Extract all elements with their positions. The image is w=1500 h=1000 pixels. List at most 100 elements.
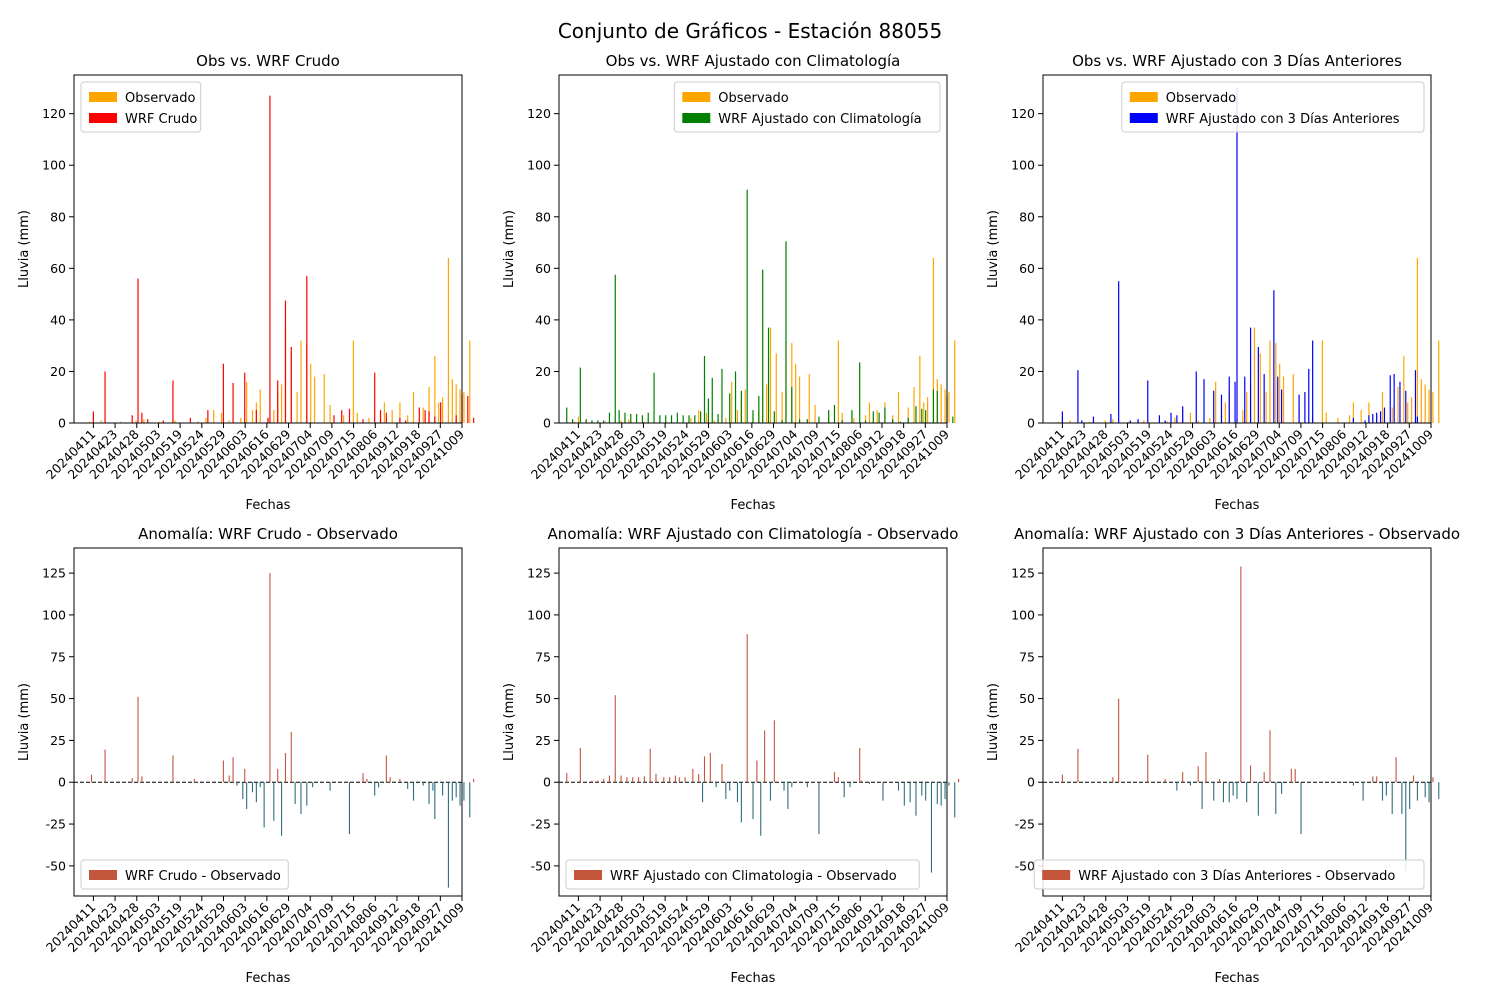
bar [1321,340,1323,423]
bar [1077,370,1079,423]
bar [1432,392,1434,423]
bar [655,773,657,783]
bar [1197,766,1199,783]
bar [1057,421,1060,423]
bar [1092,416,1095,423]
bar [806,782,808,788]
bar [1246,392,1248,423]
bar [927,397,929,423]
legend-box [1121,81,1425,133]
bar [717,413,719,423]
legend-box [565,859,920,890]
bar [798,376,801,423]
bar [1416,258,1419,423]
bar [954,340,956,423]
bar [828,410,830,423]
bar [923,402,925,423]
bar [240,417,242,423]
bar [1127,421,1129,423]
legend-label: WRF Crudo - Observado [125,869,281,884]
bar [172,380,174,423]
bar [690,417,692,423]
bar [141,412,143,423]
bar [1409,782,1411,809]
bar [760,782,762,836]
bar [296,392,298,423]
bar [694,415,696,423]
legend-box [80,859,289,890]
bar [764,730,766,783]
bar [1432,777,1434,783]
bar [670,415,673,423]
bar [1405,390,1407,423]
bar [1257,346,1259,423]
bar [207,410,209,423]
bar [306,782,308,806]
legend-label: WRF Ajustado con Climatología [718,112,921,127]
y-tick-label: 125 [527,566,551,581]
legend-swatch [89,870,117,880]
bar [1215,381,1217,423]
bar [92,411,94,423]
bar [1352,782,1354,786]
y-tick-label: 40 [50,312,66,327]
y-axis-label: Lluvia (mm) [986,210,1001,288]
bar [746,189,748,423]
legend: Observado WRF Crudo [80,81,202,133]
bar [1376,776,1378,783]
chart-panel-1: Obs vs. WRF Crudo02040608010012020240411… [17,52,475,513]
bar [1218,778,1221,783]
y-axis-label: Lluvia (mm) [986,683,1001,761]
bar [892,419,894,423]
y-tick-label: 60 [50,261,66,276]
chart-panel-6: Anomalía: WRF Ajustado con 3 Días Anteri… [986,525,1460,986]
bar [1061,774,1063,783]
y-axis-label: Lluvia (mm) [17,683,32,761]
bar [795,363,797,423]
legend: WRF Ajustado con Climatologia - Observad… [565,859,920,890]
bar [213,410,215,423]
bar [608,412,611,423]
bar [269,573,271,783]
bar [604,421,607,423]
bar [451,379,453,423]
bar [100,420,102,423]
y-tick-label: 125 [1011,566,1035,581]
bar [773,411,775,423]
bar [954,782,956,818]
y-tick-label: 100 [42,158,66,173]
bar [597,420,599,423]
bar [620,420,622,423]
chart-title: Obs vs. WRF Ajustado con 3 Días Anterior… [1072,52,1402,70]
y-tick-label: 100 [527,158,551,173]
x-axis-label: Fechas [731,498,776,513]
bar [1110,413,1112,423]
bar [678,777,680,783]
bar [1203,379,1205,423]
bar [1376,412,1378,423]
legend-swatch [574,870,602,880]
bar [925,782,927,801]
bar [378,782,380,788]
axes-frame [558,547,948,897]
bar [1176,782,1178,791]
bar [1401,782,1403,815]
x-axis-label: Fechas [246,971,291,986]
y-tick-label: -50 [46,858,66,873]
bar [1118,698,1120,783]
bar [348,782,351,835]
bar [944,389,946,423]
bar [798,419,801,423]
bar [379,410,382,423]
bar [952,416,954,423]
bar [876,410,878,423]
bar [1275,343,1277,423]
y-tick-label: 100 [1011,158,1035,173]
bar [618,410,620,423]
bar [300,782,302,815]
bar [1372,413,1374,423]
bar [290,346,292,423]
bar [781,420,783,423]
bar [1381,782,1384,801]
